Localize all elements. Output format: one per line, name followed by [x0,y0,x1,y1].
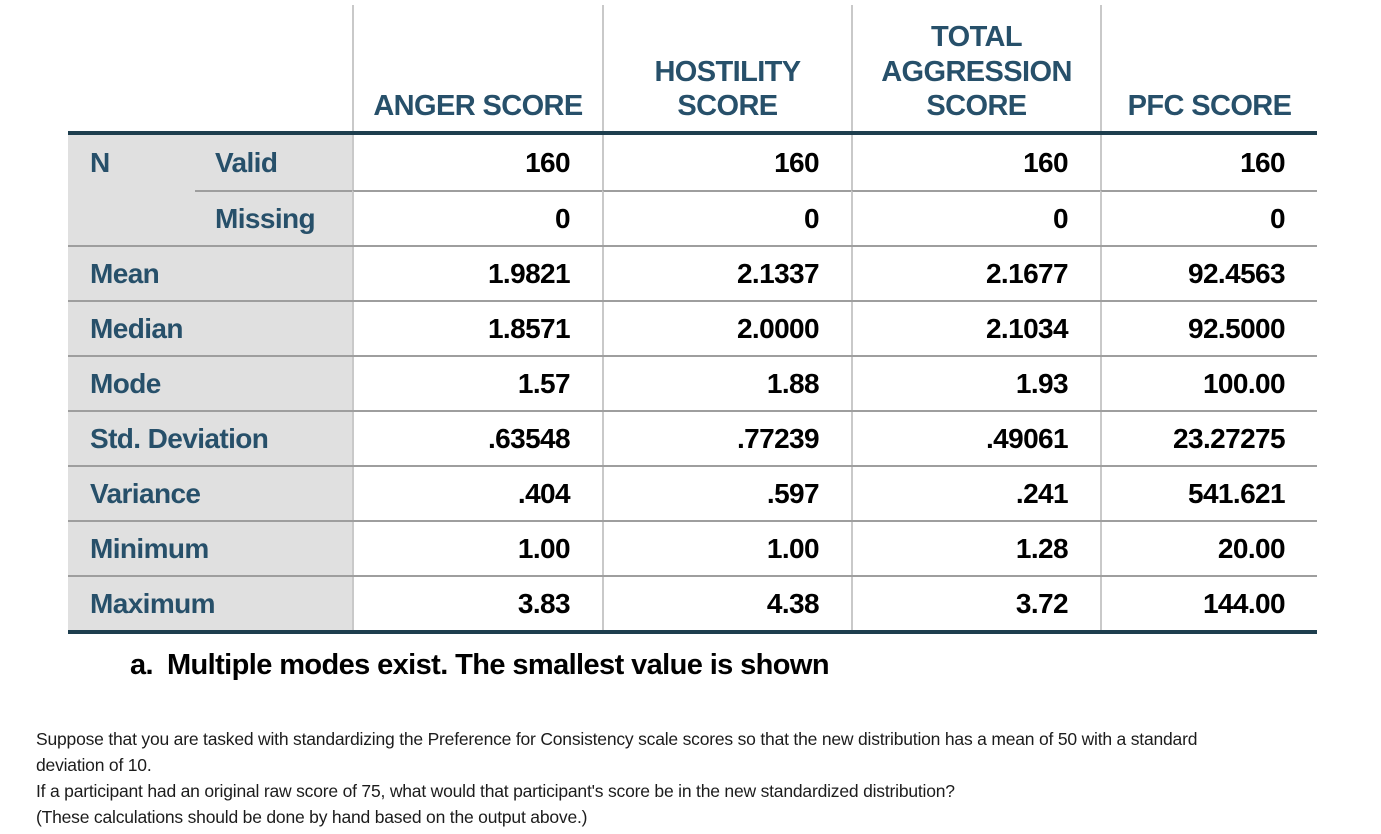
table-cell: 160 [352,135,602,190]
row-label-minimum: Minimum [68,522,352,575]
table-cell: 1.88 [602,357,851,410]
table-row-maximum: Maximum 3.83 4.38 3.72 144.00 [68,575,1317,630]
table-cell: 1.00 [352,522,602,575]
table-cell: 541.621 [1100,467,1317,520]
table-cell: 2.1337 [602,247,851,300]
table-cell: 2.1677 [851,247,1100,300]
table-cell: 4.38 [602,577,851,630]
descriptive-statistics-table: ANGER SCORE HOSTILITY SCORE TOTAL AGGRES… [68,5,1317,682]
row-label-mean: Mean [68,247,352,300]
footnote-text: Multiple modes exist. The smallest value… [167,649,830,681]
table-cell: .63548 [352,412,602,465]
table-footnote: a. Multiple modes exist. The smallest val… [130,649,1317,682]
table-cell: 2.0000 [602,302,851,355]
table-cell: 160 [1100,135,1317,190]
row-label-std-deviation: Std. Deviation [68,412,352,465]
table-header-row: ANGER SCORE HOSTILITY SCORE TOTAL AGGRES… [68,5,1317,131]
table-row-n-valid: N Valid 160 160 160 160 [68,135,1317,190]
row-label-variance: Variance [68,467,352,520]
table-cell: 0 [851,190,1100,245]
table-cell: .241 [851,467,1100,520]
question-block: Suppose that you are tasked with standar… [36,726,1346,830]
table-row-std-deviation: Std. Deviation .63548 .77239 .49061 23.2… [68,410,1317,465]
table-cell: 1.00 [602,522,851,575]
table-cell: 144.00 [1100,577,1317,630]
table-cell: 20.00 [1100,522,1317,575]
table-cell: 0 [352,190,602,245]
row-label-maximum: Maximum [68,577,352,630]
header-corner-cell [68,5,352,131]
table-cell: 92.5000 [1100,302,1317,355]
question-paragraph-1: Suppose that you are tasked with standar… [36,729,1198,775]
table-cell: 100.00 [1100,357,1317,410]
table-row-minimum: Minimum 1.00 1.00 1.28 20.00 [68,520,1317,575]
table-cell: 23.27275 [1100,412,1317,465]
table-body: N Valid 160 160 160 160 Missing 0 0 0 0 … [68,131,1317,634]
table-cell: .77239 [602,412,851,465]
row-label-median: Median [68,302,352,355]
table-row-n-missing: Missing 0 0 0 0 [68,190,1317,245]
table-cell: 1.8571 [352,302,602,355]
column-header-hostility-score: HOSTILITY SCORE [602,5,851,131]
row-label-n-continued [68,190,195,245]
table-cell: 92.4563 [1100,247,1317,300]
row-sublabel-valid: Valid [195,135,352,190]
table-cell: 1.28 [851,522,1100,575]
question-paragraph-3: (These calculations should be done by ha… [36,807,588,827]
column-header-pfc-score: PFC SCORE [1100,5,1317,131]
table-cell: 2.1034 [851,302,1100,355]
column-header-anger-score: ANGER SCORE [352,5,602,131]
table-cell: 160 [602,135,851,190]
table-cell: 1.93 [851,357,1100,410]
question-paragraph-2: If a participant had an original raw sco… [36,781,955,801]
table-cell: 0 [602,190,851,245]
row-sublabel-missing: Missing [195,190,352,245]
table-row-median: Median 1.8571 2.0000 2.1034 92.5000 [68,300,1317,355]
table-cell: 1.9821 [352,247,602,300]
table-cell: 0 [1100,190,1317,245]
table-cell: 160 [851,135,1100,190]
table-cell: .404 [352,467,602,520]
table-cell: 3.83 [352,577,602,630]
row-label-n: N [68,135,195,190]
column-header-total-aggression-score: TOTAL AGGRESSION SCORE [851,5,1100,131]
table-row-variance: Variance .404 .597 .241 541.621 [68,465,1317,520]
table-row-mode: Mode 1.57 1.88 1.93 100.00 [68,355,1317,410]
table-cell: 3.72 [851,577,1100,630]
row-label-mode: Mode [68,357,352,410]
table-row-mean: Mean 1.9821 2.1337 2.1677 92.4563 [68,245,1317,300]
table-cell: 1.57 [352,357,602,410]
table-cell: .49061 [851,412,1100,465]
table-cell: .597 [602,467,851,520]
footnote-marker: a. [130,649,154,681]
